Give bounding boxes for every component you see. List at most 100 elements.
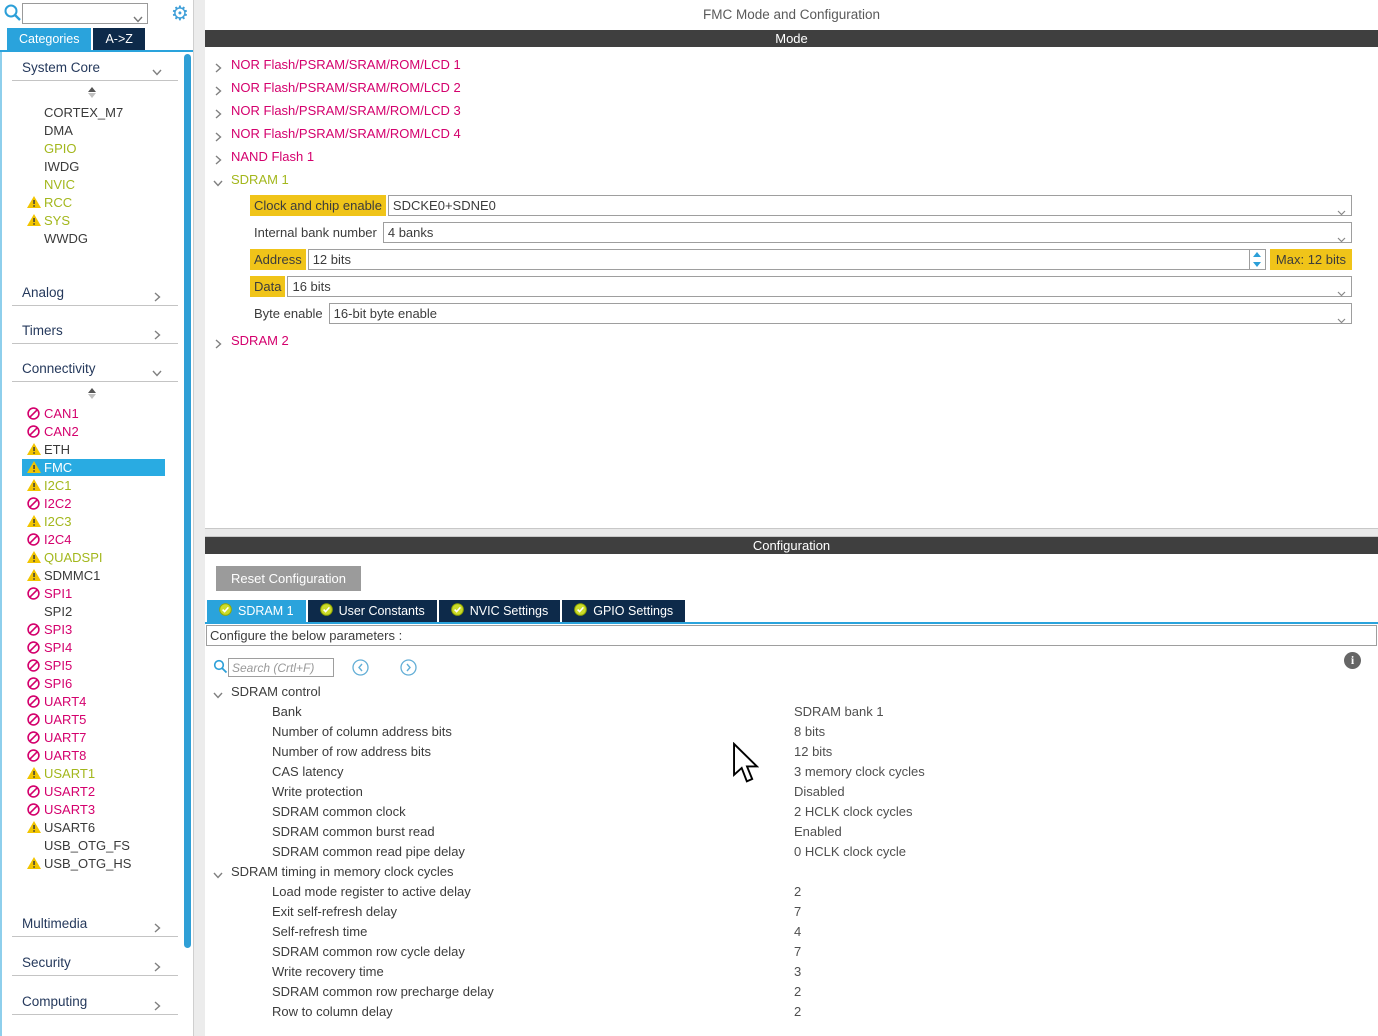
search-previous-button[interactable] — [352, 659, 369, 676]
param-value[interactable]: 2 — [794, 984, 802, 999]
sidebar-item-spi4[interactable]: SPI4 — [0, 638, 184, 656]
sidebar-item-can2[interactable]: CAN2 — [0, 422, 184, 440]
info-icon[interactable]: i — [1344, 652, 1361, 669]
sidebar-item-nvic[interactable]: NVIC — [0, 175, 184, 193]
chevron-right-icon[interactable] — [213, 152, 223, 170]
sidebar-section-header[interactable]: Computing — [0, 992, 184, 1016]
mode-tree-item-nor-flash-psram-sram-rom-lcd-1[interactable]: NOR Flash/PSRAM/SRAM/ROM/LCD 1 — [205, 54, 1378, 77]
sidebar-item-iwdg[interactable]: IWDG — [0, 157, 184, 175]
panel-splitter[interactable] — [193, 0, 205, 1036]
sidebar-item-uart5[interactable]: UART5 — [0, 710, 184, 728]
param-value[interactable]: 8 bits — [794, 724, 826, 739]
sidebar-item-uart4[interactable]: UART4 — [0, 692, 184, 710]
dropdown-select[interactable]: 16-bit byte enable — [328, 303, 1352, 324]
sidebar-section-header[interactable]: Analog — [0, 283, 184, 307]
sidebar-item-usb_otg_fs[interactable]: USB_OTG_FS — [0, 836, 184, 854]
param-section-sdram-timing-in-memory-clock-cycles[interactable]: SDRAM timing in memory clock cycles — [205, 862, 1378, 882]
sidebar-item-usart1[interactable]: USART1 — [0, 764, 184, 782]
spin-down-button[interactable] — [1250, 260, 1265, 270]
sidebar-section-header[interactable]: Security — [0, 953, 184, 977]
spinner-input[interactable]: 12 bits — [307, 249, 1250, 270]
config-tab-nvic-settings[interactable]: NVIC Settings — [438, 600, 561, 622]
sidebar-section-header[interactable]: Timers — [0, 321, 184, 345]
mode-tree-item-nand-flash-1[interactable]: NAND Flash 1 — [205, 146, 1378, 169]
gear-icon[interactable]: ⚙ — [171, 1, 189, 25]
sidebar-item-spi5[interactable]: SPI5 — [0, 656, 184, 674]
sidebar-item-uart8[interactable]: UART8 — [0, 746, 184, 764]
param-value[interactable]: 0 HCLK clock cycle — [794, 844, 906, 859]
dropdown-select[interactable]: 4 banks — [382, 222, 1352, 243]
param-value[interactable]: 7 — [794, 904, 802, 919]
sidebar-item-rcc[interactable]: RCC — [0, 193, 184, 211]
sidebar-tab-categories[interactable]: Categories — [7, 28, 92, 50]
sidebar-scrollbar[interactable] — [184, 54, 191, 948]
sidebar-filter-combobox[interactable] — [22, 3, 148, 24]
config-tab-user-constants[interactable]: User Constants — [307, 600, 437, 622]
sidebar-item-usb_otg_hs[interactable]: USB_OTG_HS — [0, 854, 184, 872]
chevron-down-icon[interactable] — [213, 867, 223, 885]
chevron-right-icon[interactable] — [213, 129, 223, 147]
param-value[interactable]: 4 — [794, 924, 802, 939]
sidebar-item-i2c2[interactable]: I2C2 — [0, 494, 184, 512]
mode-tree-item-nor-flash-psram-sram-rom-lcd-3[interactable]: NOR Flash/PSRAM/SRAM/ROM/LCD 3 — [205, 100, 1378, 123]
param-value[interactable]: 2 HCLK clock cycles — [794, 804, 913, 819]
sidebar-section-header[interactable]: System Core — [0, 58, 184, 82]
param-value[interactable]: 7 — [794, 944, 802, 959]
sidebar-item-dma[interactable]: DMA — [0, 121, 184, 139]
parameter-search-input[interactable] — [228, 658, 334, 677]
chevron-down-icon[interactable] — [213, 687, 223, 705]
sidebar-item-gpio[interactable]: GPIO — [0, 139, 184, 157]
mode-tree-item-sdram-2[interactable]: SDRAM 2 — [205, 330, 1378, 353]
dropdown-select[interactable]: SDCKE0+SDNE0 — [387, 195, 1352, 216]
sidebar-section-header[interactable]: Connectivity — [0, 359, 184, 383]
sidebar-item-wwdg[interactable]: WWDG — [0, 229, 184, 247]
param-value[interactable]: 2 — [794, 1004, 802, 1019]
sidebar-item-spi3[interactable]: SPI3 — [0, 620, 184, 638]
config-tab-gpio-settings[interactable]: GPIO Settings — [562, 600, 686, 622]
chevron-right-icon[interactable] — [213, 336, 223, 354]
mouse-cursor — [733, 742, 759, 783]
chevron-right-icon[interactable] — [213, 106, 223, 124]
sidebar-item-usart3[interactable]: USART3 — [0, 800, 184, 818]
sidebar-item-i2c3[interactable]: I2C3 — [0, 512, 184, 530]
sidebar-item-i2c1[interactable]: I2C1 — [0, 476, 184, 494]
param-value[interactable]: 2 — [794, 884, 802, 899]
dropdown-select[interactable]: 16 bits — [287, 276, 1352, 297]
sidebar-item-label: I2C1 — [44, 477, 72, 493]
sidebar-item-spi1[interactable]: SPI1 — [0, 584, 184, 602]
sidebar-item-cortex_m7[interactable]: CORTEX_M7 — [0, 103, 184, 121]
sidebar-item-can1[interactable]: CAN1 — [0, 404, 184, 422]
chevron-right-icon[interactable] — [213, 83, 223, 101]
sidebar-item-usart2[interactable]: USART2 — [0, 782, 184, 800]
sidebar-item-uart7[interactable]: UART7 — [0, 728, 184, 746]
sidebar-item-eth[interactable]: ETH — [0, 440, 184, 458]
param-value[interactable]: 12 bits — [794, 744, 833, 759]
sidebar-item-sdmmc1[interactable]: SDMMC1 — [0, 566, 184, 584]
sidebar-item-sys[interactable]: SYS — [0, 211, 184, 229]
sidebar-tab-az[interactable]: A->Z — [93, 28, 145, 50]
sidebar-section-header[interactable]: Multimedia — [0, 914, 184, 938]
mode-tree-item-sdram-1[interactable]: SDRAM 1 — [205, 169, 1378, 192]
spin-up-button[interactable] — [1250, 250, 1265, 260]
chevron-down-icon — [1337, 203, 1346, 221]
param-value[interactable]: Disabled — [794, 784, 845, 799]
mode-tree-item-nor-flash-psram-sram-rom-lcd-4[interactable]: NOR Flash/PSRAM/SRAM/ROM/LCD 4 — [205, 123, 1378, 146]
sidebar-item-quadspi[interactable]: QUADSPI — [0, 548, 184, 566]
sidebar-item-i2c4[interactable]: I2C4 — [0, 530, 184, 548]
chevron-down-icon[interactable] — [213, 175, 223, 193]
config-tab-sdram-1[interactable]: SDRAM 1 — [207, 600, 306, 622]
mode-tree-item-nor-flash-psram-sram-rom-lcd-2[interactable]: NOR Flash/PSRAM/SRAM/ROM/LCD 2 — [205, 77, 1378, 100]
chevron-right-icon[interactable] — [213, 60, 223, 78]
param-value[interactable]: Enabled — [794, 824, 842, 839]
reset-configuration-button[interactable]: Reset Configuration — [216, 566, 361, 591]
param-section-sdram-control[interactable]: SDRAM control — [205, 682, 1378, 702]
param-value[interactable]: SDRAM bank 1 — [794, 704, 884, 719]
sidebar-item-fmc[interactable]: FMC — [0, 458, 184, 476]
sidebar-item-spi6[interactable]: SPI6 — [0, 674, 184, 692]
sidebar-item-spi2[interactable]: SPI2 — [0, 602, 184, 620]
param-value[interactable]: 3 — [794, 964, 802, 979]
param-value[interactable]: 3 memory clock cycles — [794, 764, 925, 779]
sidebar-item-box: I2C1 — [22, 477, 165, 494]
search-next-button[interactable] — [400, 659, 417, 676]
sidebar-item-usart6[interactable]: USART6 — [0, 818, 184, 836]
